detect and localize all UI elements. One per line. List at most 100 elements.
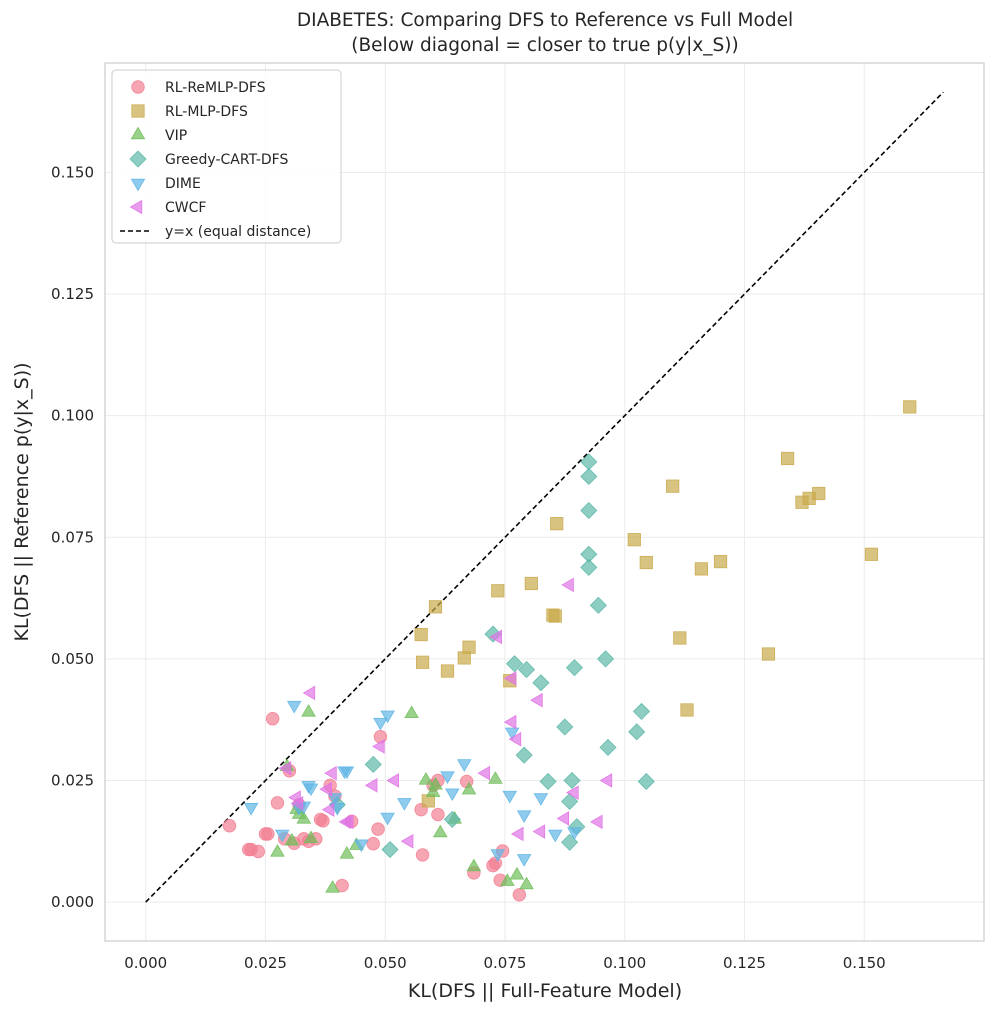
data-point <box>516 810 532 823</box>
data-point <box>561 792 579 810</box>
data-point <box>713 554 728 569</box>
x-tick-label: 0.050 <box>364 954 407 972</box>
data-point <box>302 685 316 701</box>
data-point <box>561 577 574 593</box>
data-point <box>261 827 275 841</box>
data-point <box>366 837 380 851</box>
chart-title: DIABETES: Comparing DFS to Reference vs … <box>297 10 793 31</box>
data-point <box>864 547 879 561</box>
x-tick-label: 0.150 <box>843 954 886 972</box>
data-point <box>340 814 354 830</box>
series-dime <box>243 700 582 867</box>
data-point <box>440 771 455 785</box>
data-point <box>488 856 503 870</box>
data-point <box>324 765 337 781</box>
y-tick-labels: 0.000 0.025 0.050 0.075 0.100 0.125 0.150 <box>51 163 94 911</box>
data-point <box>373 717 388 731</box>
data-point <box>373 730 388 744</box>
data-point <box>386 773 400 788</box>
series-rl-mlp-dfs <box>414 400 917 808</box>
data-point <box>415 655 430 669</box>
data-point <box>589 596 607 614</box>
legend-label: VIP <box>165 128 187 144</box>
data-point <box>251 844 265 859</box>
legend-box <box>111 69 342 244</box>
legend: RL-ReMLP-DFS RL-MLP-DFS VIP Greedy-CART-DFS… <box>111 69 342 244</box>
data-point <box>265 712 280 726</box>
data-point <box>380 812 395 826</box>
data-point <box>319 781 332 797</box>
data-point <box>509 866 525 880</box>
data-point <box>404 705 419 719</box>
y-tick-label: 0.000 <box>51 893 94 911</box>
data-point <box>466 858 482 872</box>
data-point <box>673 631 687 645</box>
data-point <box>781 451 795 466</box>
data-point <box>510 826 524 842</box>
data-point <box>286 700 302 714</box>
data-point <box>381 840 399 859</box>
data-point <box>428 600 443 614</box>
data-point <box>372 739 385 754</box>
data-point <box>516 854 532 867</box>
y-tick-label: 0.050 <box>51 650 94 668</box>
data-point <box>512 888 527 902</box>
x-tick-label: 0.000 <box>124 954 167 972</box>
data-point <box>589 814 603 830</box>
data-point <box>563 771 581 790</box>
data-point <box>490 849 506 862</box>
data-point <box>270 844 285 857</box>
data-point <box>303 783 319 797</box>
data-point <box>812 486 826 501</box>
data-point <box>488 771 503 784</box>
legend-marker <box>131 80 145 94</box>
data-point <box>533 793 549 806</box>
data-point <box>694 562 708 576</box>
data-point <box>539 772 557 791</box>
data-point <box>222 819 237 833</box>
data-point <box>339 766 355 780</box>
data-point <box>503 714 517 730</box>
legend-marker <box>131 104 145 118</box>
data-point <box>500 873 515 886</box>
data-point <box>680 703 694 717</box>
data-point <box>532 824 546 839</box>
data-point <box>556 811 570 826</box>
data-point <box>566 785 579 800</box>
data-point <box>270 796 285 810</box>
data-point <box>503 671 517 686</box>
data-point <box>524 576 538 591</box>
data-point <box>477 765 491 781</box>
series-cwcf <box>278 577 613 849</box>
y-tick-label: 0.025 <box>51 771 94 789</box>
y-axis-label: KL(DFS || Reference p(y|x_S)) <box>11 362 33 641</box>
data-point <box>632 702 651 720</box>
data-point <box>444 788 460 802</box>
data-point <box>301 703 316 717</box>
data-point <box>530 692 543 708</box>
data-point <box>597 650 615 668</box>
chart-subtitle: (Below diagonal = closer to true p(y|x_S… <box>351 35 738 56</box>
data-point <box>353 839 369 853</box>
data-point <box>316 814 330 828</box>
diagonal-line-group <box>145 91 944 903</box>
data-point <box>380 710 395 724</box>
data-point <box>290 796 304 811</box>
x-tick-labels: 0.000 0.025 0.050 0.075 0.100 0.125 0.150 <box>124 954 885 972</box>
data-point <box>243 803 259 816</box>
legend-label: CWCF <box>165 200 206 216</box>
data-point <box>397 798 412 811</box>
diagonal-line <box>145 91 944 903</box>
legend-label: y=x (equal distance) <box>165 224 311 240</box>
data-point <box>274 829 290 843</box>
y-tick-label: 0.100 <box>51 407 94 425</box>
data-point <box>532 674 550 692</box>
data-point <box>400 833 414 849</box>
data-point <box>414 627 428 642</box>
data-point <box>278 761 292 776</box>
data-point <box>462 640 476 654</box>
plot-frame <box>104 62 985 942</box>
data-point <box>284 832 300 846</box>
x-axis-label: KL(DFS || Full-Feature Model) <box>408 980 682 1002</box>
data-point <box>339 846 355 859</box>
